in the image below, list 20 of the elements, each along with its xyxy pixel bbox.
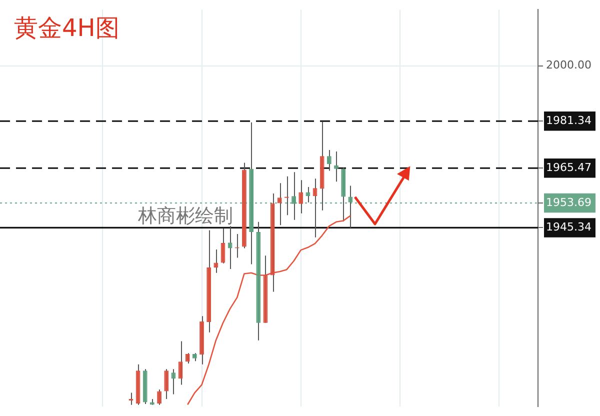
- y-tick-label: 2000.00: [546, 58, 592, 72]
- annotation: 林商彬绘制: [137, 205, 233, 227]
- candlestick: [214, 248, 218, 274]
- candlestick: [298, 180, 304, 214]
- candlestick: [185, 352, 190, 364]
- candlestick: [326, 149, 332, 172]
- candlestick: [277, 182, 282, 226]
- y-tick-label: 1981.34: [546, 114, 592, 127]
- candlestick: [171, 368, 176, 395]
- candlestick: [128, 392, 134, 406]
- candlestick: [228, 226, 232, 270]
- y-tick-label: 1953.69: [546, 196, 592, 209]
- candlestick: [164, 368, 169, 400]
- candlestick: [334, 150, 338, 182]
- y-tick-label: 1945.34: [546, 220, 592, 234]
- y-tick-label: 1965.47: [546, 160, 592, 174]
- candlestick: [292, 172, 296, 220]
- candlestick: [157, 389, 162, 406]
- candlestick: [348, 185, 353, 228]
- chart-title: 黄金4H图: [14, 14, 120, 42]
